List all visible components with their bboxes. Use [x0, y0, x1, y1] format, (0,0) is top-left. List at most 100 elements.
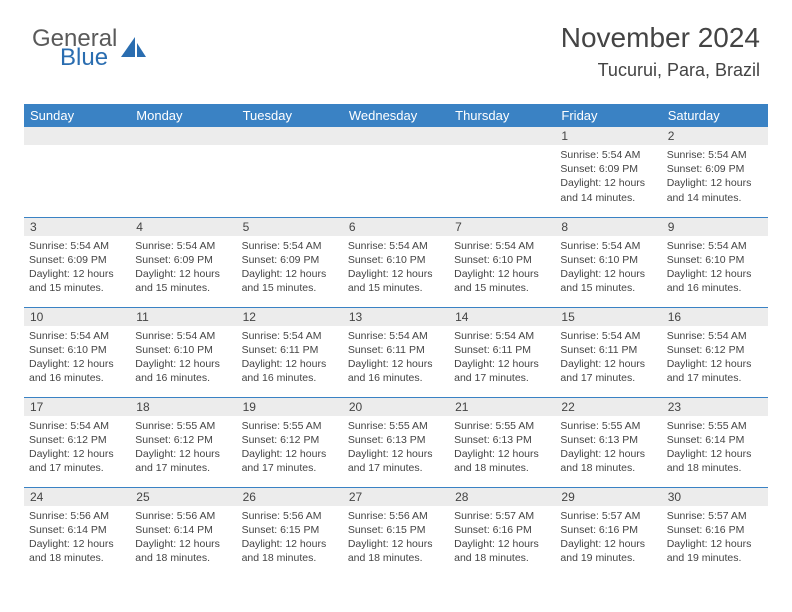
calendar-week-row: 3Sunrise: 5:54 AMSunset: 6:09 PMDaylight… — [24, 217, 768, 307]
calendar-cell: 10Sunrise: 5:54 AMSunset: 6:10 PMDayligh… — [24, 307, 130, 397]
header-right: November 2024 Tucurui, Para, Brazil — [561, 22, 760, 81]
day-number: 17 — [24, 398, 130, 416]
day-details: Sunrise: 5:55 AMSunset: 6:14 PMDaylight:… — [662, 416, 768, 480]
calendar-cell — [237, 127, 343, 217]
day-number: 6 — [343, 218, 449, 236]
calendar-cell: 24Sunrise: 5:56 AMSunset: 6:14 PMDayligh… — [24, 487, 130, 577]
calendar-cell: 26Sunrise: 5:56 AMSunset: 6:15 PMDayligh… — [237, 487, 343, 577]
day-details: Sunrise: 5:54 AMSunset: 6:11 PMDaylight:… — [449, 326, 555, 390]
calendar-cell: 18Sunrise: 5:55 AMSunset: 6:12 PMDayligh… — [130, 397, 236, 487]
day-details: Sunrise: 5:54 AMSunset: 6:10 PMDaylight:… — [449, 236, 555, 300]
day-details: Sunrise: 5:54 AMSunset: 6:12 PMDaylight:… — [24, 416, 130, 480]
calendar-cell: 1Sunrise: 5:54 AMSunset: 6:09 PMDaylight… — [555, 127, 661, 217]
day-header: Sunday — [24, 104, 130, 127]
day-details: Sunrise: 5:54 AMSunset: 6:09 PMDaylight:… — [237, 236, 343, 300]
calendar-cell: 13Sunrise: 5:54 AMSunset: 6:11 PMDayligh… — [343, 307, 449, 397]
day-details: Sunrise: 5:55 AMSunset: 6:13 PMDaylight:… — [343, 416, 449, 480]
day-number: 16 — [662, 308, 768, 326]
calendar-cell: 20Sunrise: 5:55 AMSunset: 6:13 PMDayligh… — [343, 397, 449, 487]
day-number: 2 — [662, 127, 768, 145]
calendar-week-row: 10Sunrise: 5:54 AMSunset: 6:10 PMDayligh… — [24, 307, 768, 397]
calendar-cell: 3Sunrise: 5:54 AMSunset: 6:09 PMDaylight… — [24, 217, 130, 307]
calendar-cell: 21Sunrise: 5:55 AMSunset: 6:13 PMDayligh… — [449, 397, 555, 487]
day-header: Wednesday — [343, 104, 449, 127]
day-number: 4 — [130, 218, 236, 236]
day-details: Sunrise: 5:55 AMSunset: 6:12 PMDaylight:… — [130, 416, 236, 480]
calendar-cell: 14Sunrise: 5:54 AMSunset: 6:11 PMDayligh… — [449, 307, 555, 397]
day-number: 21 — [449, 398, 555, 416]
day-number: 8 — [555, 218, 661, 236]
calendar-cell: 16Sunrise: 5:54 AMSunset: 6:12 PMDayligh… — [662, 307, 768, 397]
day-header: Monday — [130, 104, 236, 127]
calendar-cell: 17Sunrise: 5:54 AMSunset: 6:12 PMDayligh… — [24, 397, 130, 487]
day-number: 1 — [555, 127, 661, 145]
day-number: 5 — [237, 218, 343, 236]
day-number — [343, 127, 449, 145]
brand-logo: General Blue — [32, 26, 147, 70]
day-details: Sunrise: 5:54 AMSunset: 6:11 PMDaylight:… — [343, 326, 449, 390]
location-label: Tucurui, Para, Brazil — [561, 60, 760, 81]
calendar-week-row: 17Sunrise: 5:54 AMSunset: 6:12 PMDayligh… — [24, 397, 768, 487]
day-number — [237, 127, 343, 145]
day-number: 30 — [662, 488, 768, 506]
day-number: 24 — [24, 488, 130, 506]
logo-text: General Blue — [32, 26, 117, 70]
calendar-cell — [24, 127, 130, 217]
calendar-cell: 15Sunrise: 5:54 AMSunset: 6:11 PMDayligh… — [555, 307, 661, 397]
calendar-cell: 9Sunrise: 5:54 AMSunset: 6:10 PMDaylight… — [662, 217, 768, 307]
calendar-cell: 2Sunrise: 5:54 AMSunset: 6:09 PMDaylight… — [662, 127, 768, 217]
calendar-cell: 25Sunrise: 5:56 AMSunset: 6:14 PMDayligh… — [130, 487, 236, 577]
calendar-cell: 28Sunrise: 5:57 AMSunset: 6:16 PMDayligh… — [449, 487, 555, 577]
day-details: Sunrise: 5:54 AMSunset: 6:10 PMDaylight:… — [662, 236, 768, 300]
calendar-cell — [449, 127, 555, 217]
day-details: Sunrise: 5:56 AMSunset: 6:14 PMDaylight:… — [130, 506, 236, 570]
calendar-cell: 5Sunrise: 5:54 AMSunset: 6:09 PMDaylight… — [237, 217, 343, 307]
day-details: Sunrise: 5:55 AMSunset: 6:13 PMDaylight:… — [555, 416, 661, 480]
day-number: 10 — [24, 308, 130, 326]
day-details: Sunrise: 5:54 AMSunset: 6:09 PMDaylight:… — [662, 145, 768, 209]
calendar-cell: 29Sunrise: 5:57 AMSunset: 6:16 PMDayligh… — [555, 487, 661, 577]
day-number: 22 — [555, 398, 661, 416]
day-details: Sunrise: 5:54 AMSunset: 6:09 PMDaylight:… — [130, 236, 236, 300]
day-number: 15 — [555, 308, 661, 326]
day-number: 11 — [130, 308, 236, 326]
calendar-cell: 27Sunrise: 5:56 AMSunset: 6:15 PMDayligh… — [343, 487, 449, 577]
day-details: Sunrise: 5:54 AMSunset: 6:10 PMDaylight:… — [343, 236, 449, 300]
calendar-cell — [343, 127, 449, 217]
day-number: 12 — [237, 308, 343, 326]
day-number: 28 — [449, 488, 555, 506]
calendar-cell: 7Sunrise: 5:54 AMSunset: 6:10 PMDaylight… — [449, 217, 555, 307]
day-number: 18 — [130, 398, 236, 416]
day-header: Tuesday — [237, 104, 343, 127]
day-details: Sunrise: 5:54 AMSunset: 6:10 PMDaylight:… — [555, 236, 661, 300]
calendar-cell: 8Sunrise: 5:54 AMSunset: 6:10 PMDaylight… — [555, 217, 661, 307]
day-number: 26 — [237, 488, 343, 506]
day-details: Sunrise: 5:54 AMSunset: 6:10 PMDaylight:… — [24, 326, 130, 390]
day-header: Thursday — [449, 104, 555, 127]
calendar-cell: 19Sunrise: 5:55 AMSunset: 6:12 PMDayligh… — [237, 397, 343, 487]
day-number: 20 — [343, 398, 449, 416]
day-number: 13 — [343, 308, 449, 326]
calendar-cell: 6Sunrise: 5:54 AMSunset: 6:10 PMDaylight… — [343, 217, 449, 307]
calendar-week-row: 1Sunrise: 5:54 AMSunset: 6:09 PMDaylight… — [24, 127, 768, 217]
day-details: Sunrise: 5:57 AMSunset: 6:16 PMDaylight:… — [662, 506, 768, 570]
calendar-cell — [130, 127, 236, 217]
day-header: Saturday — [662, 104, 768, 127]
sail-icon — [121, 37, 147, 61]
day-details: Sunrise: 5:54 AMSunset: 6:09 PMDaylight:… — [555, 145, 661, 209]
day-number: 3 — [24, 218, 130, 236]
day-details: Sunrise: 5:57 AMSunset: 6:16 PMDaylight:… — [449, 506, 555, 570]
day-details: Sunrise: 5:55 AMSunset: 6:12 PMDaylight:… — [237, 416, 343, 480]
calendar-week-row: 24Sunrise: 5:56 AMSunset: 6:14 PMDayligh… — [24, 487, 768, 577]
day-details: Sunrise: 5:55 AMSunset: 6:13 PMDaylight:… — [449, 416, 555, 480]
calendar-cell: 11Sunrise: 5:54 AMSunset: 6:10 PMDayligh… — [130, 307, 236, 397]
day-number: 19 — [237, 398, 343, 416]
day-details: Sunrise: 5:56 AMSunset: 6:15 PMDaylight:… — [343, 506, 449, 570]
calendar-cell: 4Sunrise: 5:54 AMSunset: 6:09 PMDaylight… — [130, 217, 236, 307]
day-details: Sunrise: 5:56 AMSunset: 6:15 PMDaylight:… — [237, 506, 343, 570]
day-header: Friday — [555, 104, 661, 127]
day-details: Sunrise: 5:54 AMSunset: 6:11 PMDaylight:… — [555, 326, 661, 390]
calendar-cell: 22Sunrise: 5:55 AMSunset: 6:13 PMDayligh… — [555, 397, 661, 487]
calendar-header-row: Sunday Monday Tuesday Wednesday Thursday… — [24, 104, 768, 127]
calendar-body: 1Sunrise: 5:54 AMSunset: 6:09 PMDaylight… — [24, 127, 768, 577]
